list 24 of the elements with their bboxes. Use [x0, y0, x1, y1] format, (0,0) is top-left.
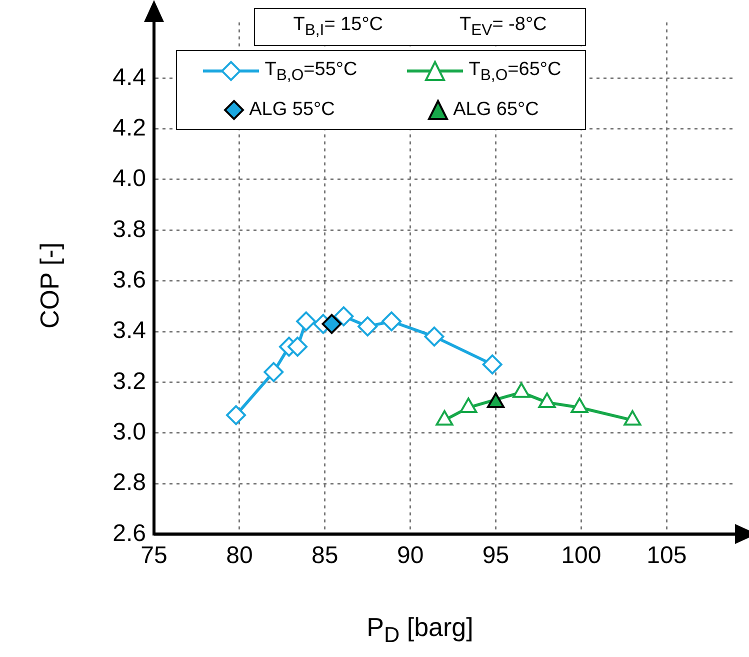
legend-label: T$_{B,O}$=55°C: [264, 58, 358, 84]
x-tick-label: 85: [312, 542, 338, 570]
y-tick-label: 3.8: [112, 216, 146, 243]
y-tick-label: 3.4: [112, 317, 146, 344]
y-tick-label: 4.0: [112, 165, 146, 192]
x-tick-label: 95: [482, 542, 510, 570]
y-tick-label: 3.2: [112, 368, 146, 395]
y-tick-label: 3.6: [112, 266, 146, 294]
y-tick-label: 4.4: [112, 64, 146, 91]
x-tick-label: 80: [226, 542, 253, 570]
x-tick-label: 100: [561, 542, 602, 570]
legend-label: ALG 65°C: [453, 99, 539, 122]
y-tick-label: 4.2: [112, 114, 146, 142]
x-axis-title: P$_{D}$ [barg]: [366, 612, 474, 648]
y-tick-label: 3.0: [112, 418, 146, 446]
note-box: T$_{B,I}$= 15°C T$_{EV}$= -8°C: [254, 8, 586, 46]
legend-label: T$_{B,O}$=65°C: [468, 58, 562, 84]
y-tick-label: 2.8: [112, 469, 146, 496]
legend-label: ALG 55°C: [249, 99, 335, 122]
x-tick-label: 105: [646, 542, 687, 570]
x-tick-label: 90: [396, 542, 424, 570]
annotation: T$_{B,I}$= 15°C: [293, 14, 384, 40]
y-axis-title: COP [-]: [34, 241, 66, 331]
annotation: T$_{EV}$= -8°C: [459, 14, 547, 40]
